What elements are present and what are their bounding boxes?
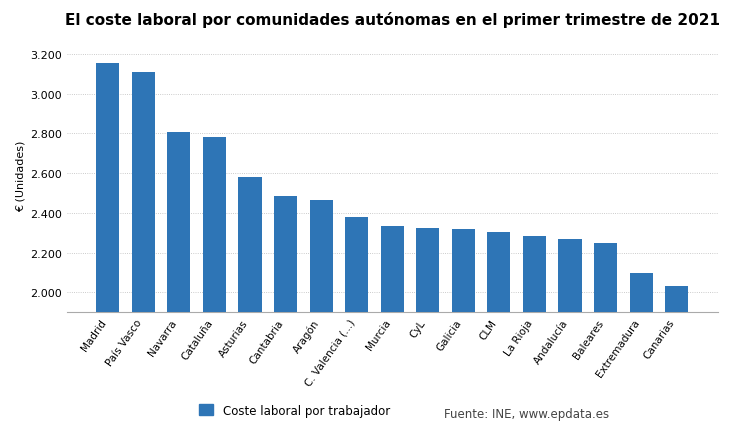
Bar — [665, 287, 688, 312]
Bar — [380, 226, 404, 312]
Bar — [132, 73, 155, 312]
Bar — [630, 274, 653, 312]
Bar — [345, 217, 369, 312]
Bar — [523, 236, 546, 312]
Bar — [167, 133, 190, 312]
Bar — [488, 232, 511, 312]
Bar — [451, 229, 475, 312]
Y-axis label: € (Unidades): € (Unidades) — [16, 140, 26, 211]
Title: El coste laboral por comunidades autónomas en el primer trimestre de 2021: El coste laboral por comunidades autónom… — [64, 12, 720, 28]
Bar — [559, 239, 582, 312]
Bar — [96, 64, 119, 312]
Bar — [274, 197, 297, 312]
Legend: Coste laboral por trabajador: Coste laboral por trabajador — [195, 399, 394, 421]
Text: Fuente: INE, www.epdata.es: Fuente: INE, www.epdata.es — [444, 407, 609, 420]
Bar — [416, 228, 440, 312]
Bar — [238, 178, 261, 312]
Bar — [203, 138, 226, 312]
Bar — [309, 201, 333, 312]
Bar — [594, 243, 617, 312]
